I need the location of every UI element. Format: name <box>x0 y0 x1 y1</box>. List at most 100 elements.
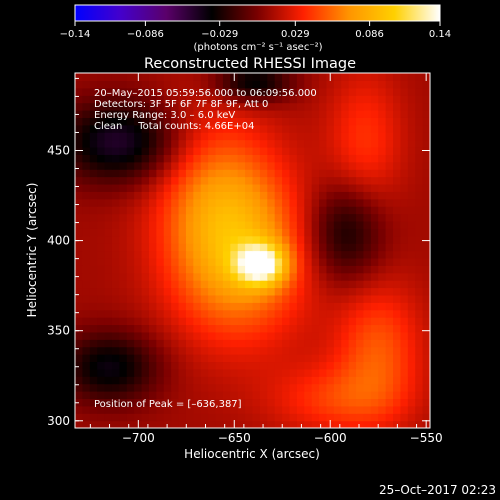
heatmap-cell <box>82 339 91 348</box>
heatmap-cell <box>222 354 231 363</box>
heatmap-cell <box>378 80 387 89</box>
heatmap-cell <box>126 302 135 311</box>
heatmap-cell <box>156 139 165 148</box>
heatmap-cell <box>156 376 165 385</box>
heatmap-cell <box>163 117 172 126</box>
heatmap-cell <box>185 139 194 148</box>
heatmap-cell <box>222 161 231 170</box>
heatmap-cell <box>400 265 409 274</box>
heatmap-cell <box>193 405 202 414</box>
heatmap-cell <box>193 391 202 400</box>
heatmap-cell <box>215 413 224 422</box>
heatmap-cell <box>282 420 291 428</box>
heatmap-cell <box>171 228 180 237</box>
heatmap-cell <box>311 339 320 348</box>
heatmap-cell <box>141 265 150 274</box>
heatmap-cell <box>311 302 320 311</box>
heatmap-cell <box>252 228 261 237</box>
heatmap-cell <box>252 161 261 170</box>
heatmap-cell <box>126 87 135 96</box>
heatmap-cell <box>333 391 342 400</box>
heatmap-cell <box>193 124 202 133</box>
heatmap-cell <box>326 361 335 370</box>
heatmap-cell <box>208 413 217 422</box>
heatmap-cell <box>119 235 128 244</box>
heatmap-cell <box>215 324 224 333</box>
heatmap-cell <box>319 191 328 200</box>
heatmap-cell <box>400 109 409 118</box>
heatmap-cell <box>341 206 350 215</box>
heatmap-cell <box>97 376 106 385</box>
heatmap-cell <box>282 243 291 252</box>
heatmap-cell <box>230 317 239 326</box>
heatmap-cell <box>282 109 291 118</box>
heatmap-cell <box>97 361 106 370</box>
heatmap-cell <box>326 206 335 215</box>
heatmap-cell <box>400 235 409 244</box>
heatmap-cell <box>370 220 379 229</box>
heatmap-cell <box>296 154 305 163</box>
heatmap-cell <box>407 220 416 229</box>
heatmap-cell <box>148 243 157 252</box>
heatmap-cell <box>230 109 239 118</box>
heatmap-cell <box>134 302 143 311</box>
heatmap-cell <box>289 161 298 170</box>
heatmap-cell <box>319 139 328 148</box>
heatmap-cell <box>407 73 416 81</box>
heatmap-cell <box>245 132 254 141</box>
heatmap-cell <box>141 250 150 259</box>
heatmap-cell <box>134 324 143 333</box>
heatmap-cell <box>75 368 83 377</box>
heatmap-cell <box>393 139 402 148</box>
heatmap-cell <box>75 73 83 81</box>
heatmap-cell <box>267 317 276 326</box>
heatmap-cell <box>378 250 387 259</box>
heatmap-cell <box>289 132 298 141</box>
heatmap-cell <box>363 95 372 104</box>
heatmap-cell <box>400 331 409 340</box>
heatmap-cell <box>148 220 157 229</box>
heatmap-cell <box>75 117 83 126</box>
heatmap-cell <box>111 413 120 422</box>
heatmap-cell <box>126 117 135 126</box>
heatmap-cell <box>126 191 135 200</box>
heatmap-cell <box>111 331 120 340</box>
heatmap-cell <box>259 161 268 170</box>
heatmap-cell <box>282 191 291 200</box>
heatmap-cell <box>208 302 217 311</box>
heatmap-cell <box>370 117 379 126</box>
heatmap-cell <box>326 109 335 118</box>
heatmap-cell <box>104 317 113 326</box>
heatmap-cell <box>89 354 98 363</box>
heatmap-cell <box>333 287 342 296</box>
heatmap-cell <box>407 420 416 428</box>
heatmap-cell <box>348 213 357 222</box>
heatmap-cell <box>385 95 394 104</box>
heatmap-cell <box>296 317 305 326</box>
x-axis-label: Heliocentric X (arcsec) <box>184 447 320 461</box>
heatmap-cell <box>89 220 98 229</box>
heatmap-cell <box>341 228 350 237</box>
colorbar <box>74 4 441 22</box>
heatmap-cell <box>415 346 424 355</box>
heatmap-cell <box>171 169 180 178</box>
heatmap-cell <box>141 309 150 318</box>
heatmap-cell <box>75 361 83 370</box>
heatmap-cell <box>82 191 91 200</box>
heatmap-cell <box>363 80 372 89</box>
heatmap-cell <box>215 376 224 385</box>
heatmap-cell <box>134 376 143 385</box>
heatmap-cell <box>356 354 365 363</box>
heatmap-cell <box>126 161 135 170</box>
heatmap-cell <box>222 80 231 89</box>
heatmap-cell <box>274 102 283 111</box>
heatmap-cell <box>171 80 180 89</box>
heatmap-cell <box>304 80 313 89</box>
heatmap-cell <box>274 383 283 392</box>
heatmap-cell <box>215 280 224 289</box>
heatmap-cell <box>156 243 165 252</box>
heatmap-cell <box>104 405 113 414</box>
heatmap-cell <box>304 368 313 377</box>
heatmap-cell <box>156 287 165 296</box>
heatmap-cell <box>163 331 172 340</box>
